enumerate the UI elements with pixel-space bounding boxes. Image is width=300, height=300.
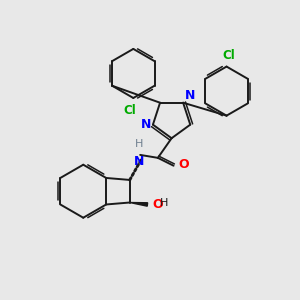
Text: H: H: [160, 197, 169, 208]
Text: N: N: [141, 118, 151, 131]
Text: Cl: Cl: [222, 49, 235, 62]
Text: O: O: [178, 158, 189, 171]
Text: H: H: [135, 139, 143, 149]
Text: N: N: [185, 89, 196, 102]
Polygon shape: [130, 202, 148, 206]
Text: Cl: Cl: [123, 104, 136, 117]
Text: N: N: [134, 155, 144, 168]
Text: O: O: [152, 198, 163, 211]
